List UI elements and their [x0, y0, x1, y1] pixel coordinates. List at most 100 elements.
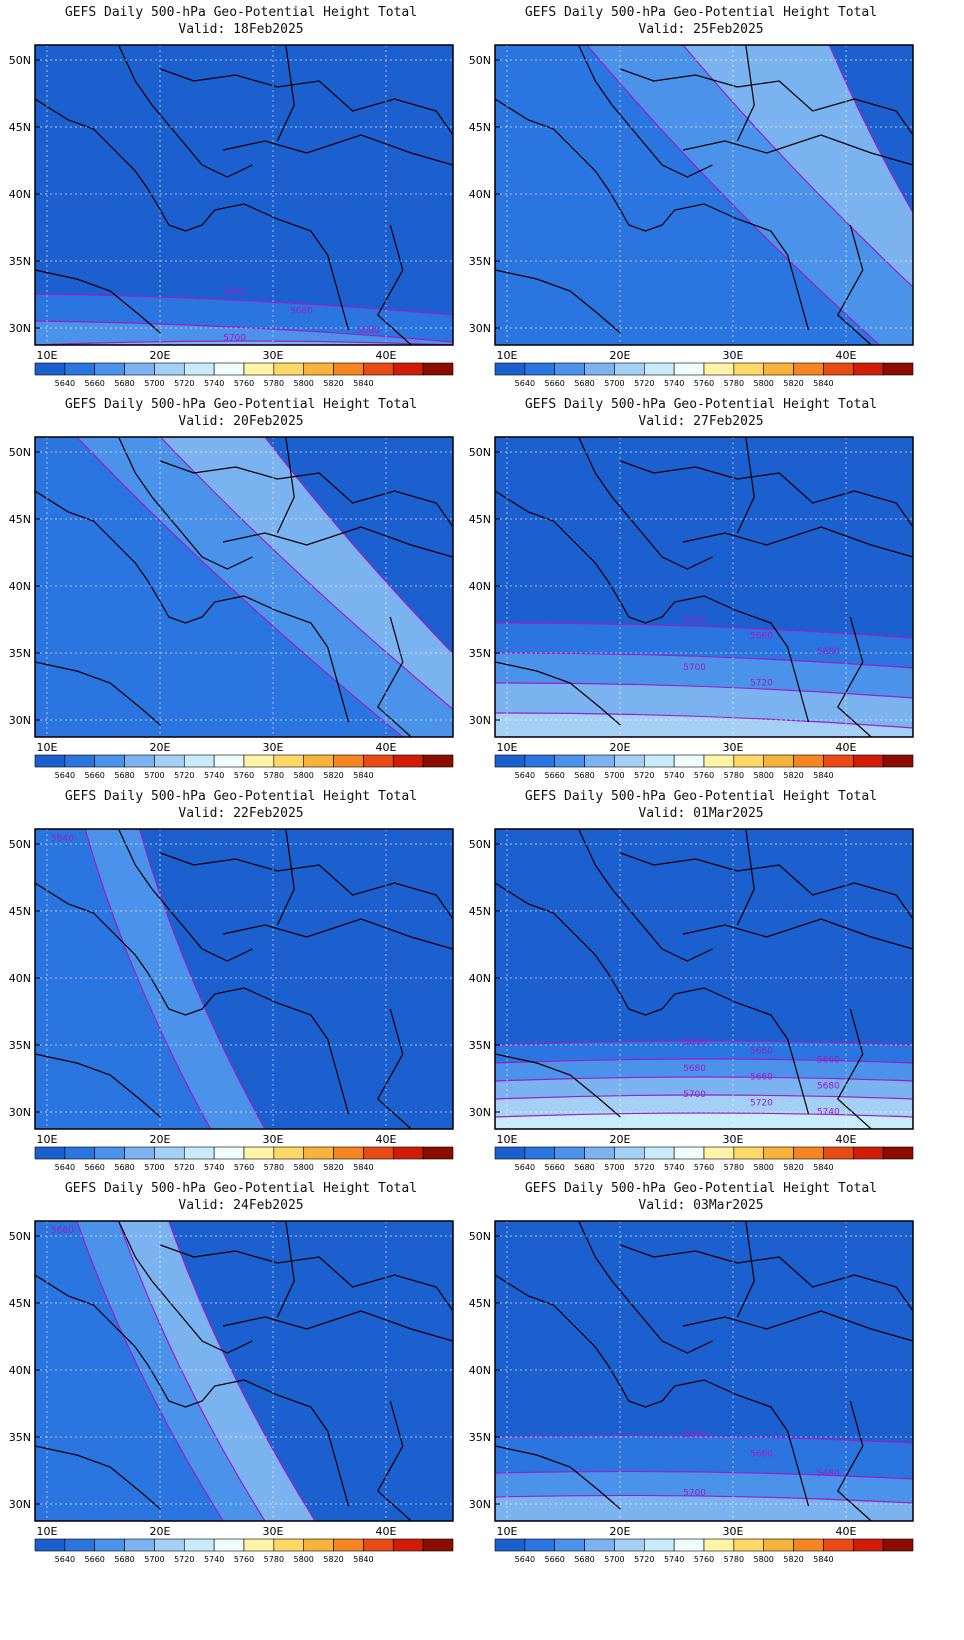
height-field-map: 50N 45N 40N 35N 30N 10E 20E 30E 40E 5640 5660 5680 5…: [9, 436, 454, 780]
colorbar-swatch: [94, 1538, 125, 1552]
y-tick-label: 35N: [469, 1431, 491, 1444]
colorbar-swatch: [494, 754, 526, 768]
field-band: [495, 1112, 913, 1129]
contour-label: 5640: [683, 1430, 706, 1440]
contour-label: 5640: [683, 616, 706, 626]
y-tick-label: 45N: [469, 1297, 491, 1310]
colorbar-swatch: [614, 362, 645, 376]
y-tick-label: 30N: [469, 1498, 491, 1511]
coastline: [276, 829, 295, 926]
colorbar-swatch: [554, 754, 585, 768]
height-field-map: 5660 50N 45N 40N 35N 30N 10E 20E 30E 40E 5640 5660 5…: [9, 1220, 454, 1564]
colorbar-label: 5780: [264, 1555, 284, 1564]
y-tick-label: 35N: [9, 1039, 31, 1052]
panel-title: GEFS Daily 500-hPa Geo-Potential Height …: [524, 5, 878, 20]
contour-label: 5640: [223, 287, 246, 297]
map-panel: GEFS Daily 500-hPa Geo-Potential Height …: [460, 392, 942, 802]
colorbar-label: 5680: [114, 771, 134, 780]
contour-label: 5740: [817, 1107, 840, 1117]
coastline: [578, 45, 613, 106]
x-tick-label: 30E: [263, 741, 284, 754]
y-tick-label: 30N: [469, 1106, 491, 1119]
coastline: [495, 490, 810, 723]
colorbar-swatch: [34, 754, 66, 768]
coastline: [276, 437, 295, 534]
coastline: [495, 882, 810, 1115]
colorbar-swatch: [673, 754, 705, 768]
field-band: [495, 1494, 913, 1521]
colorbar-label: 5720: [634, 771, 654, 780]
colorbar-swatch: [124, 1146, 155, 1160]
contour-label: 5700: [683, 1489, 706, 1499]
colorbar-label: 5700: [144, 771, 164, 780]
colorbar-label: 5820: [783, 379, 803, 388]
coastline: [151, 1280, 253, 1354]
colorbar-swatch: [124, 362, 155, 376]
colorbar-swatch: [494, 362, 526, 376]
y-tick-label: 45N: [9, 121, 31, 134]
colorbar-label: 5780: [724, 771, 744, 780]
colorbar-swatch: [94, 754, 125, 768]
y-tick-label: 45N: [469, 905, 491, 918]
panel-valid-date: Valid: 25Feb2025: [638, 22, 764, 37]
panel-valid-date: Valid: 22Feb2025: [178, 806, 304, 821]
colorbar-label: 5700: [144, 1555, 164, 1564]
colorbar-swatch: [524, 1538, 556, 1552]
coastline: [736, 437, 755, 534]
x-tick-label: 10E: [37, 741, 58, 754]
panel-title: GEFS Daily 500-hPa Geo-Potential Height …: [64, 5, 418, 20]
colorbar-swatch: [643, 1538, 675, 1552]
y-tick-label: 50N: [469, 838, 491, 851]
colorbar-label: 5700: [144, 379, 164, 388]
coastline: [118, 1221, 153, 1282]
colorbar-swatch: [524, 362, 556, 376]
coastline: [837, 1400, 872, 1521]
map-panel: GEFS Daily 500-hPa Geo-Potential Height …: [0, 0, 482, 410]
colorbar-swatch: [614, 754, 645, 768]
colorbar-swatch: [852, 1146, 884, 1160]
panel-valid-date: Valid: 03Mar2025: [638, 1198, 764, 1213]
colorbar-label: 5840: [353, 1163, 373, 1172]
colorbar-label: 5820: [323, 379, 343, 388]
colorbar-swatch: [703, 1146, 735, 1160]
colorbar-label: 5680: [574, 771, 594, 780]
colorbar-label: 5800: [294, 1163, 314, 1172]
colorbar-swatch: [793, 754, 824, 768]
colorbar-swatch: [333, 754, 364, 768]
colorbar-swatch: [213, 362, 245, 376]
colorbar-label: 5740: [664, 1163, 684, 1172]
colorbar-label: 5720: [174, 1163, 194, 1172]
coastline: [495, 1445, 621, 1510]
coastline: [611, 496, 713, 570]
x-tick-label: 40E: [836, 1133, 857, 1146]
colorbar-swatch: [64, 1146, 96, 1160]
colorbar-label: 5800: [754, 379, 774, 388]
colorbar-label: 5840: [813, 379, 833, 388]
map-panel: GEFS Daily 500-hPa Geo-Potential Height …: [0, 1176, 482, 1586]
contour-label: 5680: [683, 1064, 706, 1074]
x-tick-label: 20E: [610, 1525, 631, 1538]
x-tick-label: 40E: [376, 741, 397, 754]
colorbar-label: 5820: [323, 1163, 343, 1172]
colorbar-label: 5740: [204, 379, 224, 388]
x-tick-label: 10E: [497, 1525, 518, 1538]
y-tick-label: 30N: [9, 714, 31, 727]
x-tick-label: 20E: [150, 349, 171, 362]
x-tick-label: 10E: [37, 1133, 58, 1146]
colorbar-swatch: [183, 754, 215, 768]
colorbar-swatch: [273, 754, 305, 768]
x-tick-label: 40E: [836, 1525, 857, 1538]
coastline: [35, 269, 161, 334]
colorbar-label: 5700: [604, 1163, 624, 1172]
coastline: [35, 1445, 161, 1510]
coastline: [276, 1221, 295, 1318]
x-tick-label: 40E: [376, 1525, 397, 1538]
colorbar-swatch: [64, 362, 96, 376]
colorbar-swatch: [183, 362, 215, 376]
colorbar-swatch: [303, 754, 334, 768]
x-tick-label: 40E: [376, 349, 397, 362]
y-tick-label: 35N: [469, 255, 491, 268]
colorbar-swatch: [64, 754, 96, 768]
colorbar-label: 5640: [55, 379, 75, 388]
colorbar-swatch: [213, 1538, 245, 1552]
